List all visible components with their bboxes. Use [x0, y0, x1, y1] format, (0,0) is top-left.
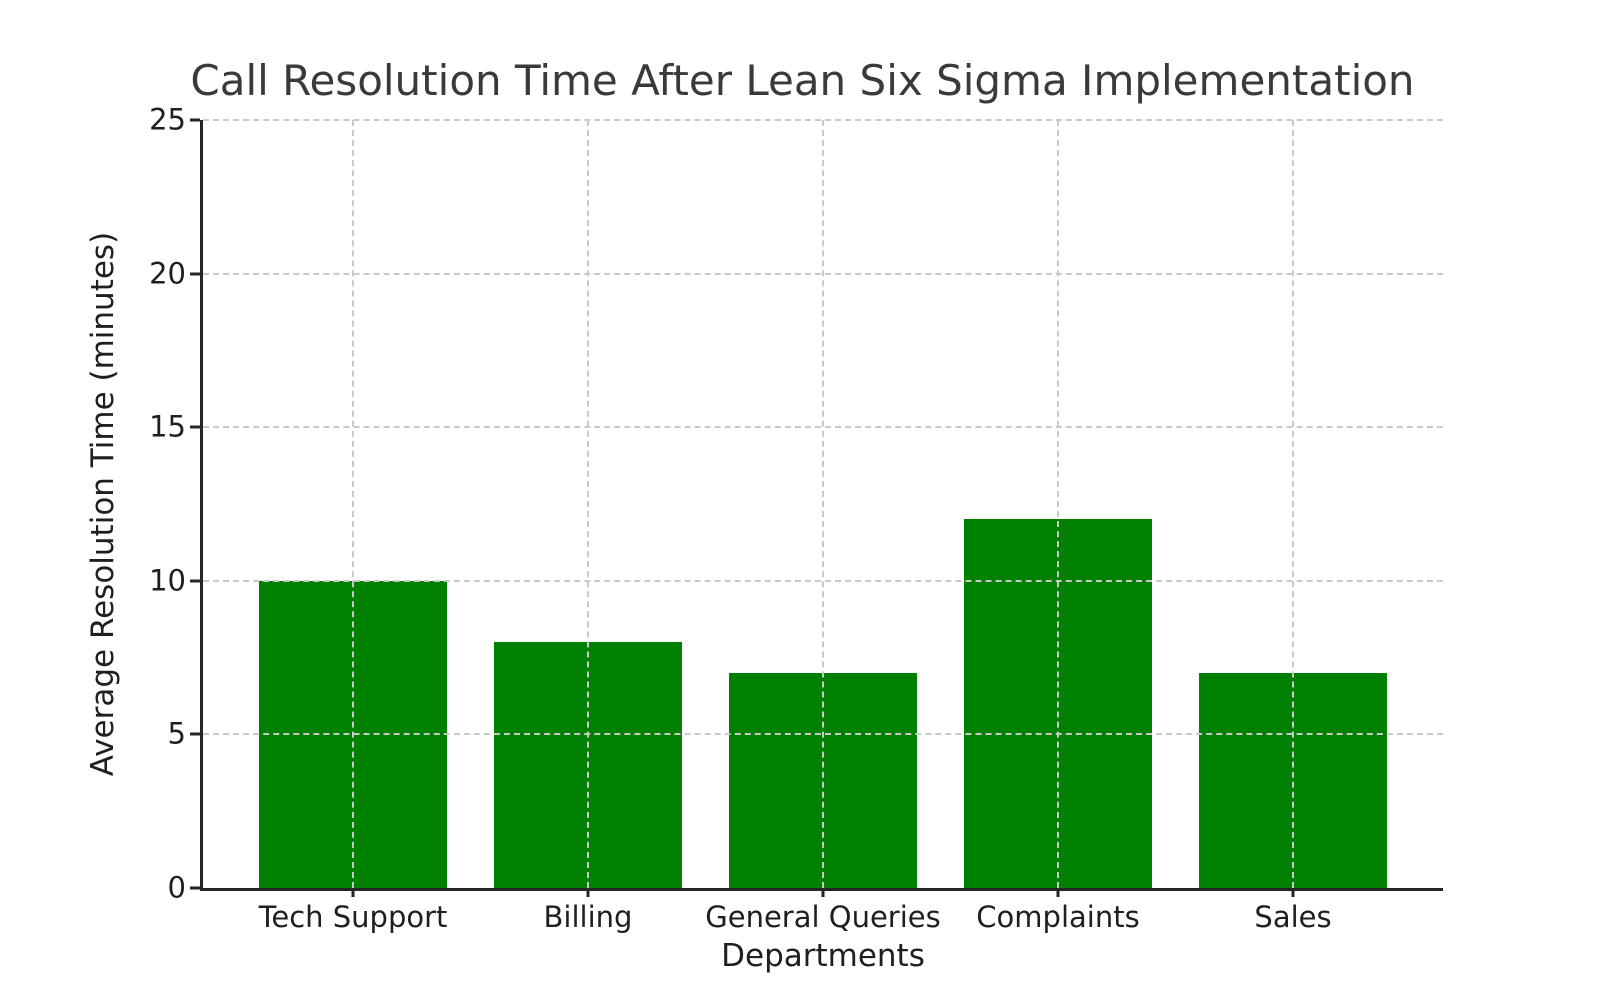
y-tick-label: 20 [149, 256, 186, 291]
x-tick-label: Sales [1254, 900, 1332, 934]
x-tick-label: Billing [543, 900, 633, 934]
x-tick-mark [1056, 888, 1060, 897]
x-tick-label: Complaints [976, 900, 1140, 934]
x-tick-mark [1291, 888, 1295, 897]
y-tick-label: 10 [149, 563, 186, 598]
y-tick-mark [190, 118, 200, 122]
y-tick-mark [190, 579, 200, 583]
x-tick-label: General Queries [705, 900, 941, 934]
y-tick-mark [190, 886, 200, 890]
y-axis-label: Average Resolution Time (minutes) [85, 231, 121, 777]
x-tick-mark [586, 888, 590, 897]
y-axis-ticks: 0 5 10 15 20 25 [149, 105, 1443, 902]
x-axis-ticks: Tech Support Billing General Queries Compla… [203, 120, 1443, 934]
x-tick-mark [351, 888, 355, 897]
x-axis-label: Departments [721, 938, 925, 974]
y-tick-label: 0 [167, 870, 186, 905]
y-tick-label: 25 [149, 102, 186, 137]
y-tick-label: 15 [149, 409, 186, 444]
x-tick-mark [821, 888, 825, 897]
x-tick-label: Tech Support [258, 900, 448, 934]
y-tick-mark [190, 272, 200, 276]
y-tick-mark [190, 425, 200, 429]
y-tick-mark [190, 732, 200, 736]
plot-area: 0 5 10 15 20 25 Tech Support Billing General Qu… [85, 105, 1443, 974]
y-tick-label: 5 [167, 716, 186, 751]
chart-title: Call Resolution Time After Lean Six Sigm… [190, 56, 1415, 105]
